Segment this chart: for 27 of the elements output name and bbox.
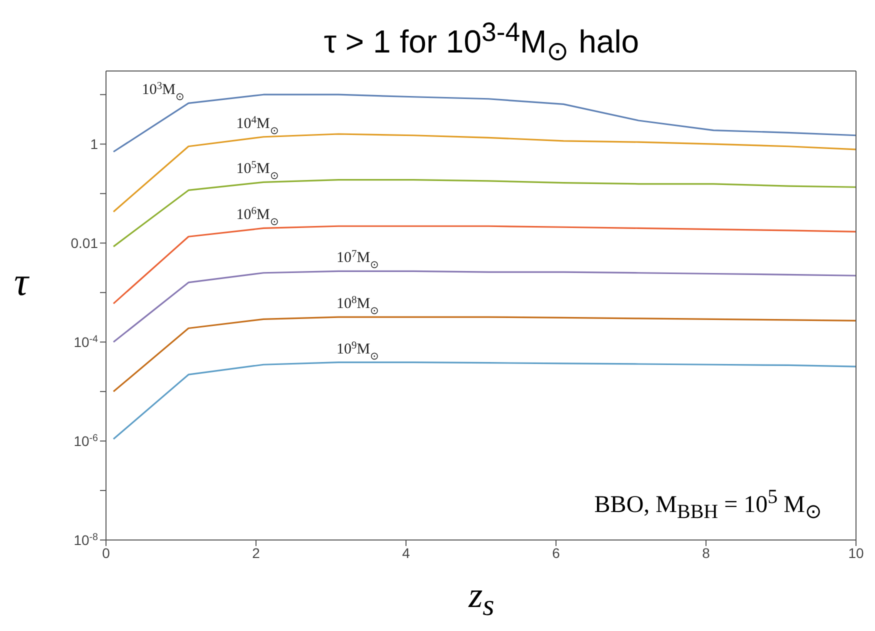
y-axis-title: τ (14, 258, 28, 305)
line-series (112, 361, 856, 440)
y-tick-label: 10$^{-4}$ (74, 334, 99, 350)
x-tick-label: 4 (402, 544, 410, 561)
line-series (112, 270, 856, 343)
x-tick-label: 8 (702, 544, 710, 561)
y-tick-label: 10$^{-6}$ (74, 432, 99, 450)
series-label: 10$^{9}$M$_{⊙}$ (336, 340, 380, 362)
y-tick-label: 1 (90, 136, 98, 152)
x-tick-label: 0 (102, 544, 110, 561)
series-label: 10$^{3}$M$_{⊙}$ (142, 80, 184, 103)
x-tick-label: 10 (848, 544, 864, 561)
chart-title: τ > 1 for 10$^{3-4}$M$_{⊙}$ halo (322, 16, 640, 68)
line-series (112, 316, 856, 392)
y-tick-label: 10$^{-8}$ (74, 532, 99, 548)
annotation: BBO, M$_{BBH}$ = 10$^{5}$ M$_{⊙}$ (594, 486, 822, 524)
x-tick-label: 2 (252, 544, 260, 561)
series-label: 10$^{6}$M$_{⊙}$ (236, 206, 279, 228)
line-series (112, 178, 856, 248)
x-tick-label: 6 (552, 544, 560, 561)
line-series (112, 94, 856, 153)
series-label: 10$^{7}$M$_{⊙}$ (336, 248, 380, 271)
x-axis-title: z$_{s}$ (467, 574, 496, 624)
series-label: 10$^{5}$M$_{⊙}$ (236, 160, 279, 182)
y-tick-label: 0.01 (70, 235, 98, 252)
series-label: 10$^{4}$M$_{⊙}$ (236, 114, 279, 136)
series-label: 10$^{8}$M$_{⊙}$ (336, 294, 380, 317)
